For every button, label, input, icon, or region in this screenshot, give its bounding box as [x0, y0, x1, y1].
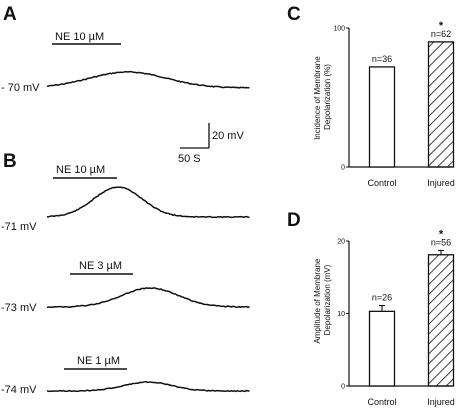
- sample-size-label: n=26: [372, 293, 392, 303]
- x-tick-label: Injured: [427, 397, 455, 407]
- membrane-potential-label: - 70 mV: [1, 82, 40, 94]
- membrane-potential-label: -73 mV: [1, 302, 37, 314]
- voltage-scale-label: 20 mV: [212, 130, 244, 142]
- bar-chart-incidence: 0 100 n=36 Control n=62* Injured: [333, 20, 454, 188]
- voltage-trace: [46, 186, 250, 219]
- voltage-trace: [46, 70, 250, 89]
- significance-marker: *: [439, 20, 444, 32]
- panel-d-letter: D: [287, 210, 301, 231]
- y-axis-label-line: Amplitude of Membrane: [313, 258, 322, 343]
- x-tick-label: Control: [367, 397, 396, 407]
- significance-marker: *: [439, 228, 444, 240]
- y-axis-label: Incidence of Membrane Depolarization (%): [313, 54, 332, 140]
- drug-label: NE 3 µM: [79, 260, 122, 272]
- drug-label: NE 1 µM: [77, 355, 120, 367]
- y-tick-label: 20: [337, 239, 345, 246]
- panel-c-letter: C: [287, 4, 301, 25]
- bar: [427, 254, 455, 387]
- sample-size-label: n=56: [431, 237, 451, 247]
- y-axis-label: Amplitude of Membrane Depolarization (mV…: [313, 256, 332, 343]
- bar: [368, 66, 396, 168]
- y-axis-label-line: Incidence of Membrane: [313, 56, 322, 140]
- panel-a-letter: A: [3, 4, 17, 25]
- x-tick-label: Injured: [427, 178, 455, 188]
- bar: [427, 41, 455, 168]
- y-tick-label: 10: [337, 311, 345, 318]
- membrane-potential-label: -71 mV: [1, 221, 37, 233]
- drug-label: NE 10 µM: [56, 164, 105, 176]
- y-tick-label: 100: [333, 26, 345, 33]
- membrane-potential-label: -74 mV: [1, 384, 37, 396]
- bar: [368, 310, 396, 387]
- y-axis-label-line: Depolarization (%): [323, 64, 332, 130]
- time-scale-label: 50 S: [178, 153, 201, 165]
- y-tick-label: 0: [341, 384, 345, 391]
- bar-chart-amplitude: 0 10 20 n=26 Control n=56* Injured: [337, 228, 455, 407]
- panel-b-letter: B: [3, 151, 17, 172]
- x-tick-label: Control: [367, 178, 396, 188]
- voltage-trace: [46, 380, 250, 393]
- sample-size-label: n=62: [431, 29, 451, 39]
- y-axis-label-line: Depolarization (mV): [323, 264, 332, 335]
- voltage-trace: [46, 287, 250, 309]
- y-tick-label: 0: [341, 165, 345, 172]
- drug-label: NE 10 µM: [55, 31, 104, 43]
- sample-size-label: n=36: [372, 54, 392, 64]
